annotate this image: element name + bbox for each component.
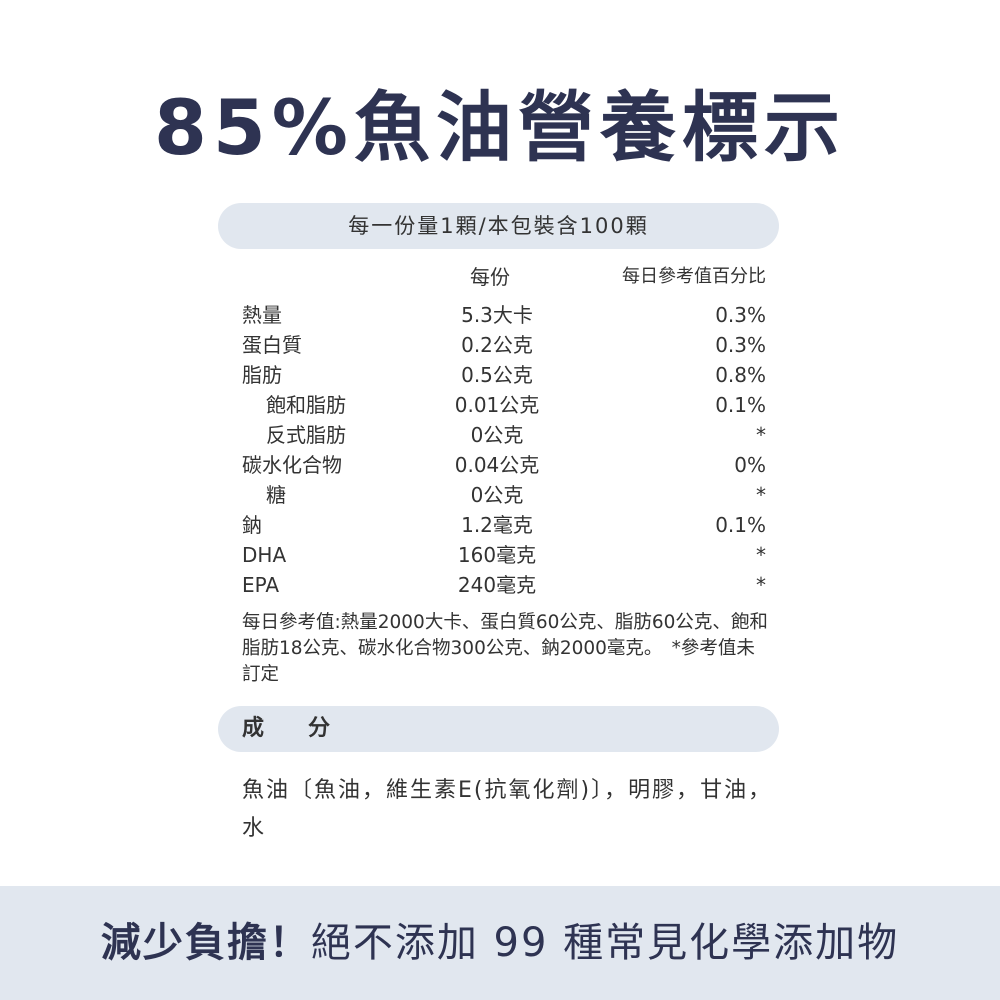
nutrient-amount: 1.2毫克 bbox=[461, 513, 533, 537]
nutrient-amount: 0.01公克 bbox=[454, 393, 540, 417]
nutrient-amount: 160毫克 bbox=[457, 543, 537, 567]
nutrition-row: 熱量 5.3大卡 0.3% bbox=[242, 300, 766, 330]
ingredients-header: 成 分 bbox=[218, 706, 779, 752]
nutrient-label: DHA bbox=[242, 543, 287, 567]
nutrition-row: 蛋白質 0.2公克 0.3% bbox=[242, 330, 766, 360]
nutrient-label: 熱量 bbox=[242, 303, 282, 327]
nutrient-amount: 0.5公克 bbox=[461, 363, 533, 387]
daily-value-note: 每日參考值:熱量2000大卡、蛋白質60公克、脂肪60公克、飽和脂肪18公克、碳… bbox=[242, 612, 768, 685]
nutrient-daily-pct: * bbox=[756, 543, 766, 567]
nutrient-amount: 0公克 bbox=[470, 423, 524, 447]
nutrient-label: 蛋白質 bbox=[242, 333, 302, 357]
serving-size-bar: 每一份量1顆/本包裝含100顆 bbox=[218, 203, 779, 249]
nutrient-label: 脂肪 bbox=[242, 363, 282, 387]
banner-bold: 減少負擔！ bbox=[100, 920, 311, 966]
nutrient-daily-pct: 0.3% bbox=[715, 333, 766, 357]
nutrient-amount: 0公克 bbox=[470, 483, 524, 507]
nutrition-row: EPA 240毫克 * bbox=[242, 570, 766, 600]
nutrition-row: 反式脂肪 0公克 * bbox=[242, 420, 766, 450]
nutrient-label: 鈉 bbox=[242, 513, 262, 537]
ingredients-text: 魚油〔魚油，維生素E(抗氧化劑)〕，明膠，甘油，水 bbox=[242, 778, 773, 841]
nutrient-amount: 0.2公克 bbox=[461, 333, 533, 357]
nutrient-label: 糖 bbox=[266, 483, 286, 507]
nutrient-daily-pct: 0.1% bbox=[715, 513, 766, 537]
nutrient-daily-pct: 0.1% bbox=[715, 393, 766, 417]
bottom-banner: 減少負擔！絕不添加 99 種常見化學添加物 bbox=[0, 886, 1000, 1000]
nutrient-label: 碳水化合物 bbox=[242, 453, 342, 477]
nutrition-row: 糖 0公克 * bbox=[242, 480, 766, 510]
banner-text: 絕不添加 99 種常見化學添加物 bbox=[310, 920, 900, 966]
nutrient-daily-pct: * bbox=[756, 483, 766, 507]
nutrient-amount: 240毫克 bbox=[457, 573, 537, 597]
nutrient-daily-pct: * bbox=[756, 573, 766, 597]
nutrient-amount: 5.3大卡 bbox=[461, 303, 533, 327]
nutrition-row: 碳水化合物 0.04公克 0% bbox=[242, 450, 766, 480]
nutrient-daily-pct: 0.8% bbox=[715, 363, 766, 387]
per-serving-header: 每份 bbox=[470, 265, 510, 289]
nutrient-amount: 0.04公克 bbox=[454, 453, 540, 477]
nutrient-daily-pct: 0.3% bbox=[715, 303, 766, 327]
daily-value-header: 每日參考值百分比 bbox=[622, 266, 766, 287]
nutrient-daily-pct: 0% bbox=[734, 453, 766, 477]
nutrition-row: DHA 160毫克 * bbox=[242, 540, 766, 570]
nutrition-row: 飽和脂肪 0.01公克 0.1% bbox=[242, 390, 766, 420]
page-title: 85%魚油營養標示 bbox=[154, 83, 846, 172]
nutrient-label: EPA bbox=[242, 573, 280, 597]
nutrition-row: 鈉 1.2毫克 0.1% bbox=[242, 510, 766, 540]
nutrition-row: 脂肪 0.5公克 0.8% bbox=[242, 360, 766, 390]
nutrient-daily-pct: * bbox=[756, 423, 766, 447]
nutrient-label: 飽和脂肪 bbox=[266, 393, 346, 417]
nutrient-label: 反式脂肪 bbox=[266, 423, 346, 447]
